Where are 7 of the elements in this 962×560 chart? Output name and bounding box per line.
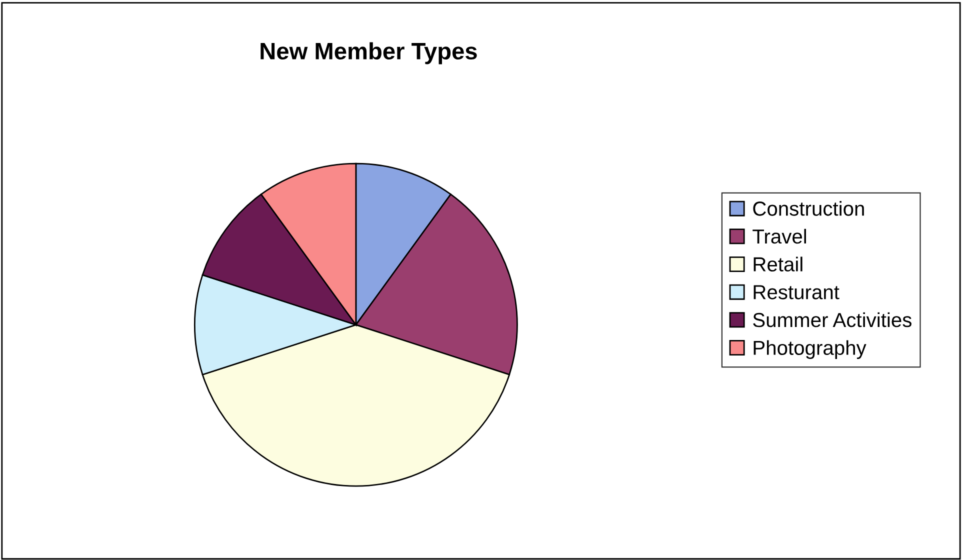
legend-label: Resturant <box>754 285 840 300</box>
legend-label: Photography <box>754 340 866 359</box>
legend-label: Construction <box>753 201 864 216</box>
chart-title: New Member Types <box>260 42 477 64</box>
legend-label: Retail <box>754 256 802 272</box>
legend-label: Travel <box>752 228 806 244</box>
legend-label: Summer Activities <box>753 312 912 328</box>
